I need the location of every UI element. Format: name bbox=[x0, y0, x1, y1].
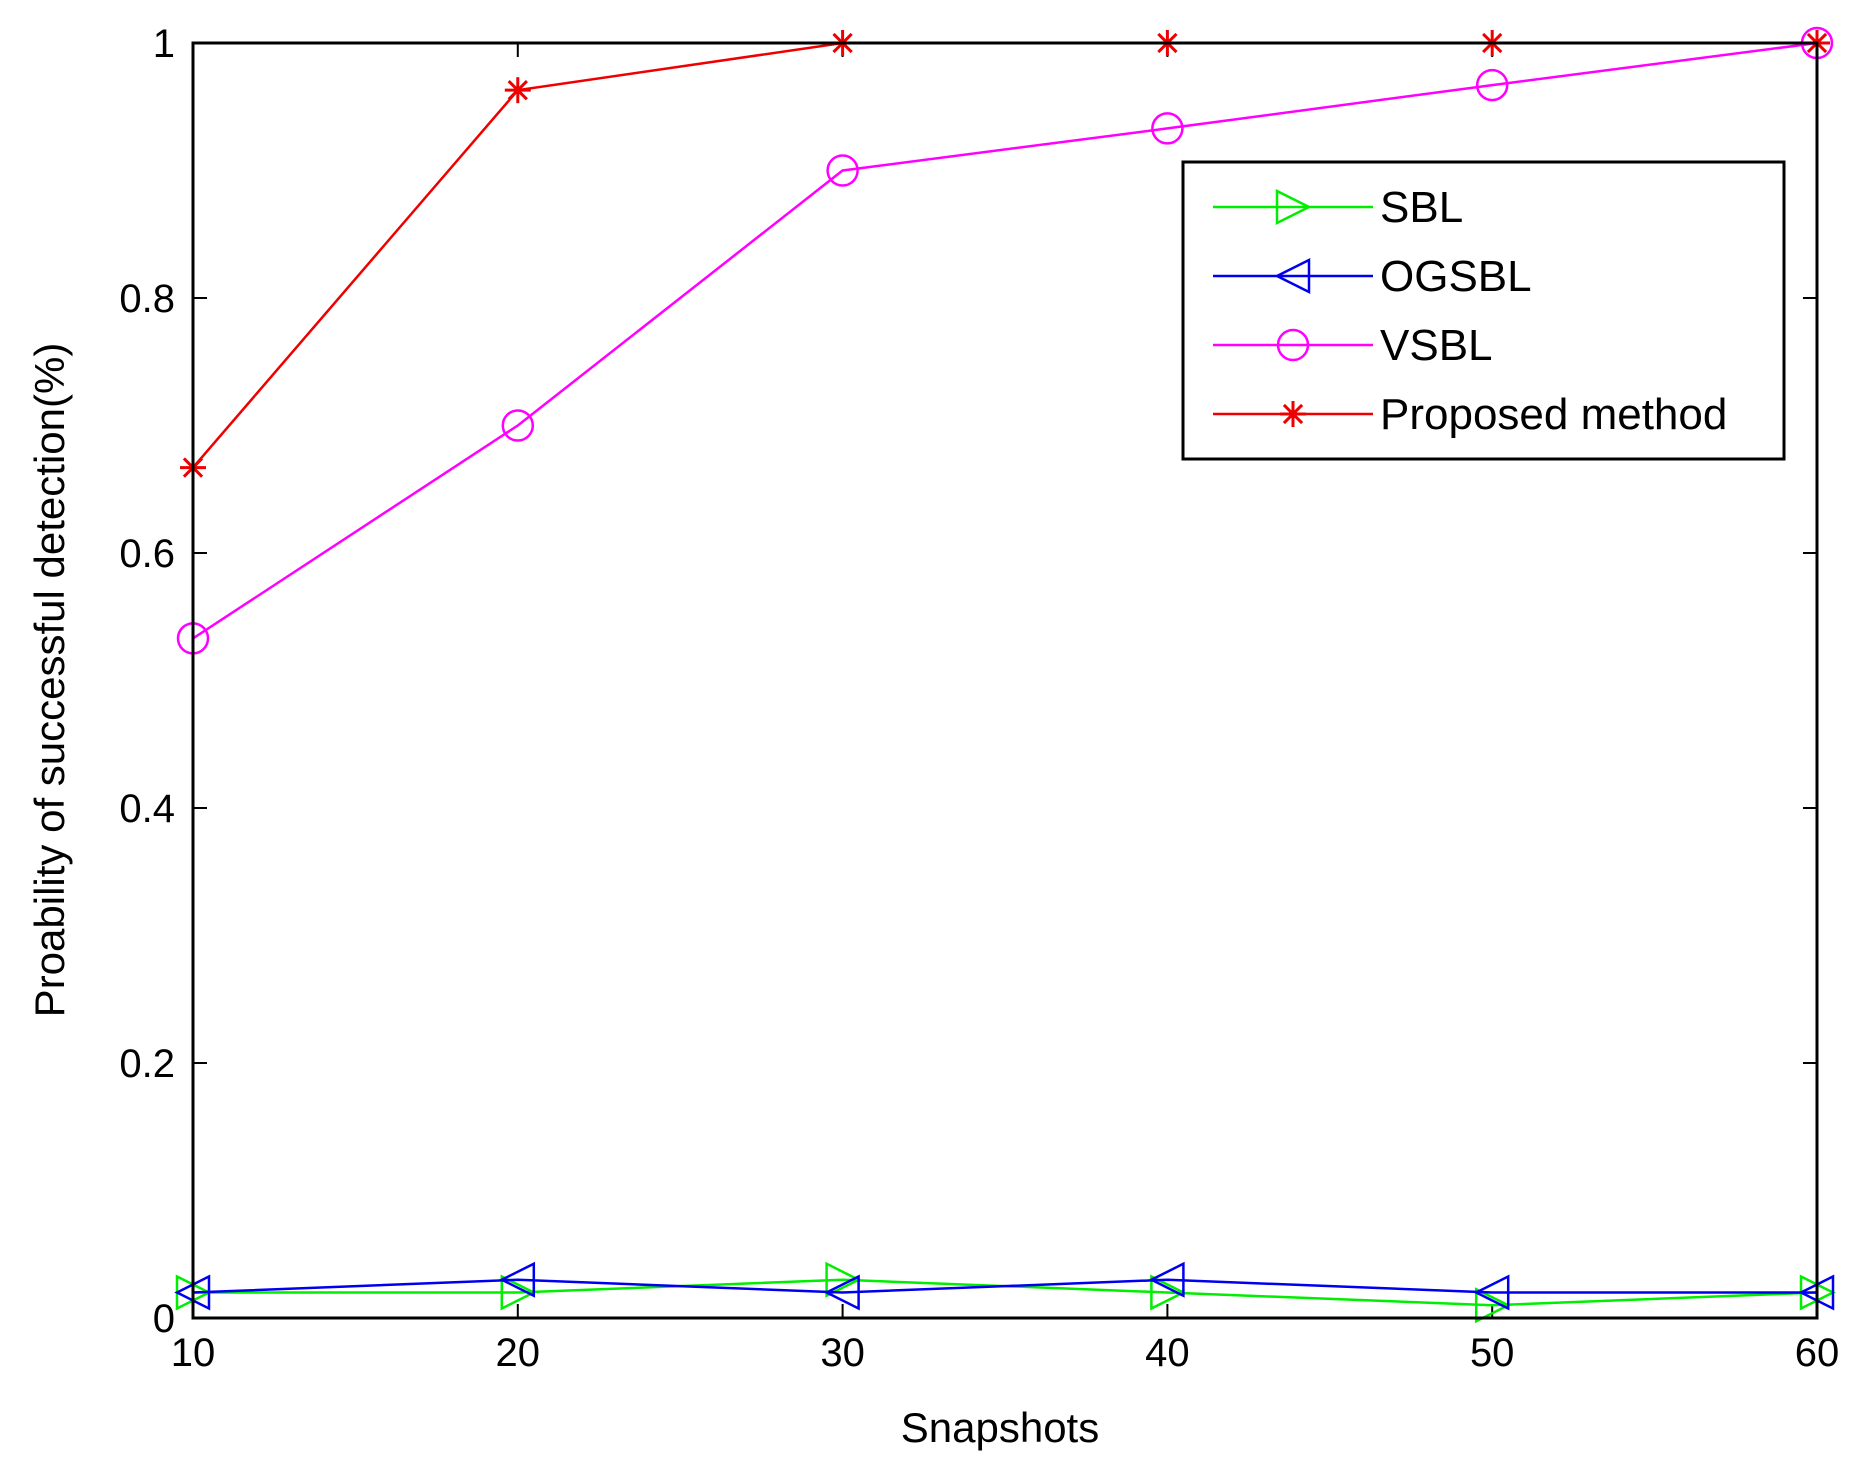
y-tick-label: 1 bbox=[153, 22, 175, 66]
star-stroke bbox=[1282, 403, 1304, 425]
data-point-star bbox=[504, 77, 531, 104]
y-tick-label: 0.8 bbox=[119, 277, 175, 321]
x-tick-label: 10 bbox=[171, 1331, 216, 1375]
y-tick-label: 0.4 bbox=[119, 787, 175, 831]
y-tick-label: 0.6 bbox=[119, 532, 175, 576]
data-point-triangle-right bbox=[500, 1274, 537, 1311]
legend-label: SBL bbox=[1380, 183, 1463, 232]
data-point-circle bbox=[1276, 328, 1310, 362]
legend-label: Proposed method bbox=[1380, 390, 1727, 439]
data-point-triangle-left bbox=[1473, 1274, 1510, 1311]
legend-item: VSBL bbox=[1213, 321, 1493, 370]
data-point-triangle-right bbox=[825, 1261, 862, 1298]
legend-label: OGSBL bbox=[1380, 252, 1532, 301]
data-point-circle bbox=[1475, 68, 1509, 102]
data-point-circle bbox=[826, 154, 859, 187]
data-point-star bbox=[1280, 401, 1306, 427]
data-point-triangle-left bbox=[499, 1261, 536, 1298]
data-point-triangle-right bbox=[1275, 188, 1312, 226]
y-tick-label: 0.2 bbox=[119, 1042, 175, 1086]
x-tick-label: 40 bbox=[1145, 1331, 1190, 1375]
x-tick-label: 50 bbox=[1470, 1331, 1515, 1375]
data-point-triangle-left bbox=[1274, 257, 1311, 295]
y-axis-label: Proability of successful detection(%) bbox=[26, 343, 73, 1018]
y-tick-label: 0 bbox=[153, 1297, 175, 1341]
series-line bbox=[192, 1278, 1817, 1294]
x-tick-label: 60 bbox=[1795, 1331, 1840, 1375]
legend-items: SBL OGSBL VSBL Proposed method bbox=[1213, 183, 1727, 439]
tick-labels: 10 20 30 40 50 60 0 0.2 0.4 0.6 0.8 1 bbox=[119, 22, 1839, 1375]
series-vsbl bbox=[176, 26, 1834, 655]
legend-item: Proposed method bbox=[1213, 390, 1727, 439]
data-point-triangle-right bbox=[1150, 1274, 1187, 1311]
legend: SBL OGSBL VSBL Proposed method bbox=[1181, 160, 1786, 461]
plot-frame bbox=[191, 41, 1819, 1320]
legend-box bbox=[1181, 160, 1786, 461]
data-point-circle bbox=[1151, 112, 1184, 145]
legend-item: OGSBL bbox=[1213, 252, 1532, 301]
data-point-circle bbox=[501, 409, 535, 442]
series-line bbox=[192, 41, 1818, 640]
legend-item: SBL bbox=[1213, 183, 1463, 232]
x-tick-label: 30 bbox=[820, 1331, 865, 1375]
data-point-triangle-left bbox=[823, 1274, 860, 1311]
legend-label: VSBL bbox=[1380, 321, 1493, 370]
data-point-triangle-right bbox=[1474, 1287, 1511, 1324]
x-tick-label: 20 bbox=[496, 1331, 541, 1375]
star-stroke bbox=[507, 80, 528, 101]
series-ogsbl bbox=[174, 1261, 1835, 1311]
x-axis-label: Snapshots bbox=[901, 1404, 1099, 1451]
data-point-triangle-left bbox=[1148, 1261, 1185, 1298]
